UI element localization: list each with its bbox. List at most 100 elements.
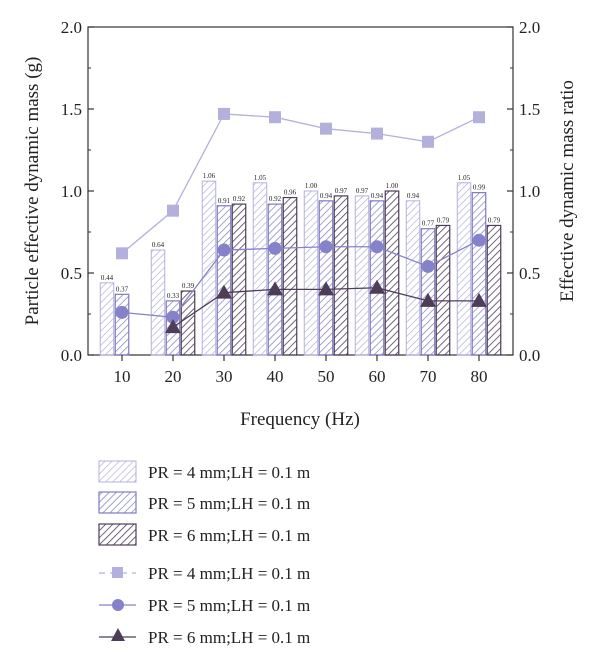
square-marker bbox=[371, 127, 383, 140]
bar-data-label: 1.00 bbox=[305, 182, 318, 190]
x-tick-label: 40 bbox=[267, 367, 284, 386]
bar-data-label: 0.94 bbox=[320, 192, 333, 200]
circle-marker bbox=[421, 259, 435, 273]
bar-data-label: 0.91 bbox=[218, 197, 231, 205]
series-line bbox=[121, 239, 480, 318]
square-marker bbox=[116, 247, 128, 260]
bar-data-label: 0.92 bbox=[269, 195, 282, 203]
triangle-marker bbox=[369, 279, 385, 294]
circle-marker bbox=[166, 310, 180, 324]
bar bbox=[318, 200, 334, 356]
legend-label-bar-5mm: PR = 5 mm;LH = 0.1 m bbox=[148, 494, 310, 513]
bar bbox=[456, 182, 472, 356]
bar bbox=[201, 180, 217, 356]
square-marker bbox=[422, 135, 434, 148]
y-left-tick-label: 0.5 bbox=[61, 264, 82, 283]
bar bbox=[420, 228, 436, 356]
bar bbox=[471, 192, 487, 356]
bar-data-label: 0.94 bbox=[371, 192, 384, 200]
legend-swatch-bar-5mm bbox=[98, 491, 137, 514]
legend-swatch-bar-4mm bbox=[98, 460, 137, 483]
y-left-tick-label: 1.0 bbox=[61, 182, 82, 201]
bar-data-label: 1.05 bbox=[458, 174, 471, 182]
bar-data-label: 0.64 bbox=[152, 241, 165, 249]
y-right-tick-label: 1.0 bbox=[519, 182, 540, 201]
bar-data-label: 0.94 bbox=[407, 192, 420, 200]
legend-swatch-bar-6mm bbox=[98, 523, 137, 546]
y-axis-left-title: Particle effective dynamic mass (g) bbox=[22, 57, 43, 326]
bar bbox=[435, 224, 451, 356]
bar bbox=[405, 200, 421, 356]
bar bbox=[150, 249, 166, 356]
legend-label-line-6mm: PR = 6 mm;LH = 0.1 m bbox=[148, 628, 310, 647]
bar bbox=[282, 196, 298, 356]
legend-item-bar-6mm: PR = 6 mm;LH = 0.1 m bbox=[98, 523, 310, 546]
legend-item-line-6mm: PR = 6 mm;LH = 0.1 m bbox=[99, 628, 310, 647]
legend-label-bar-4mm: PR = 4 mm;LH = 0.1 m bbox=[148, 463, 310, 482]
circle-marker bbox=[319, 240, 333, 254]
bar-data-label: 1.05 bbox=[254, 174, 267, 182]
bar bbox=[384, 190, 400, 356]
bar bbox=[303, 190, 319, 356]
y-right-tick-label: 1.5 bbox=[519, 100, 540, 119]
line-group bbox=[115, 107, 487, 334]
circle-marker bbox=[115, 305, 129, 319]
y-right-tick-label: 0.5 bbox=[519, 264, 540, 283]
legend-circle-marker bbox=[112, 599, 124, 611]
bar-data-label: 0.37 bbox=[116, 285, 129, 293]
bar-data-label: 1.06 bbox=[203, 172, 216, 180]
square-marker bbox=[167, 204, 179, 217]
triangle-marker bbox=[318, 281, 334, 296]
square-marker bbox=[218, 107, 230, 120]
bar bbox=[333, 195, 349, 356]
x-axis-title: Frequency (Hz) bbox=[240, 409, 360, 430]
y-right-tick-label: 0.0 bbox=[519, 346, 540, 365]
triangle-marker bbox=[216, 284, 232, 299]
x-tick-label: 30 bbox=[216, 367, 233, 386]
legend-item-line-4mm: PR = 4 mm;LH = 0.1 m bbox=[99, 564, 310, 583]
legend-item-line-5mm: PR = 5 mm;LH = 0.1 m bbox=[99, 596, 310, 615]
bar-label-group: 0.440.641.06 1.051.000.970.941.050.370.33… bbox=[101, 172, 501, 300]
bar-data-label: 0.33 bbox=[167, 292, 180, 300]
bar bbox=[486, 224, 502, 356]
bar-data-label: 0.97 bbox=[356, 187, 369, 195]
x-tick-label: 80 bbox=[471, 367, 488, 386]
series-line bbox=[121, 113, 480, 254]
legend-item-bar-5mm: PR = 5 mm;LH = 0.1 m bbox=[98, 491, 310, 514]
axes-group: 0.0 0.5 1.0 1.5 2.0 0.0 0.5 1.0 1.5 2.0 10 20 30 40 50… bbox=[61, 18, 541, 386]
y-left-tick-label: 0.0 bbox=[61, 346, 82, 365]
bar bbox=[354, 195, 370, 356]
circle-marker bbox=[268, 241, 282, 255]
x-tick-label: 50 bbox=[318, 367, 335, 386]
bar bbox=[267, 203, 283, 356]
legend-square-marker bbox=[112, 567, 123, 578]
bar bbox=[216, 205, 232, 356]
y-axis-right-title: Effective dynamic mass ratio bbox=[557, 80, 578, 302]
bar-data-label: 0.99 bbox=[473, 184, 486, 192]
bar-data-label: 0.92 bbox=[233, 195, 246, 203]
triangle-marker bbox=[471, 292, 487, 307]
circle-marker bbox=[370, 240, 384, 254]
triangle-marker bbox=[165, 319, 181, 334]
legend-label-line-5mm: PR = 5 mm;LH = 0.1 m bbox=[148, 596, 310, 615]
circle-marker bbox=[217, 243, 231, 257]
bar bbox=[231, 203, 247, 356]
triangle-marker bbox=[267, 281, 283, 296]
bar-data-label: 0.39 bbox=[182, 282, 195, 290]
x-tick-label: 20 bbox=[165, 367, 182, 386]
legend-label-line-4mm: PR = 4 mm;LH = 0.1 m bbox=[148, 564, 310, 583]
bar-data-label: 0.96 bbox=[284, 189, 297, 197]
bar bbox=[180, 290, 196, 356]
x-tick-label: 70 bbox=[420, 367, 437, 386]
bar-data-label: 0.97 bbox=[335, 187, 348, 195]
bar-data-label: 0.77 bbox=[422, 220, 435, 228]
x-tick-label: 10 bbox=[114, 367, 131, 386]
bar bbox=[252, 182, 268, 356]
square-marker bbox=[473, 111, 485, 124]
triangle-marker bbox=[420, 292, 436, 307]
bar-data-label: 0.44 bbox=[101, 274, 114, 282]
legend: PR = 4 mm;LH = 0.1 m PR = 5 mm;LH = 0.1 … bbox=[98, 460, 310, 647]
square-marker bbox=[269, 111, 281, 124]
legend-label-bar-6mm: PR = 6 mm;LH = 0.1 m bbox=[148, 526, 310, 545]
